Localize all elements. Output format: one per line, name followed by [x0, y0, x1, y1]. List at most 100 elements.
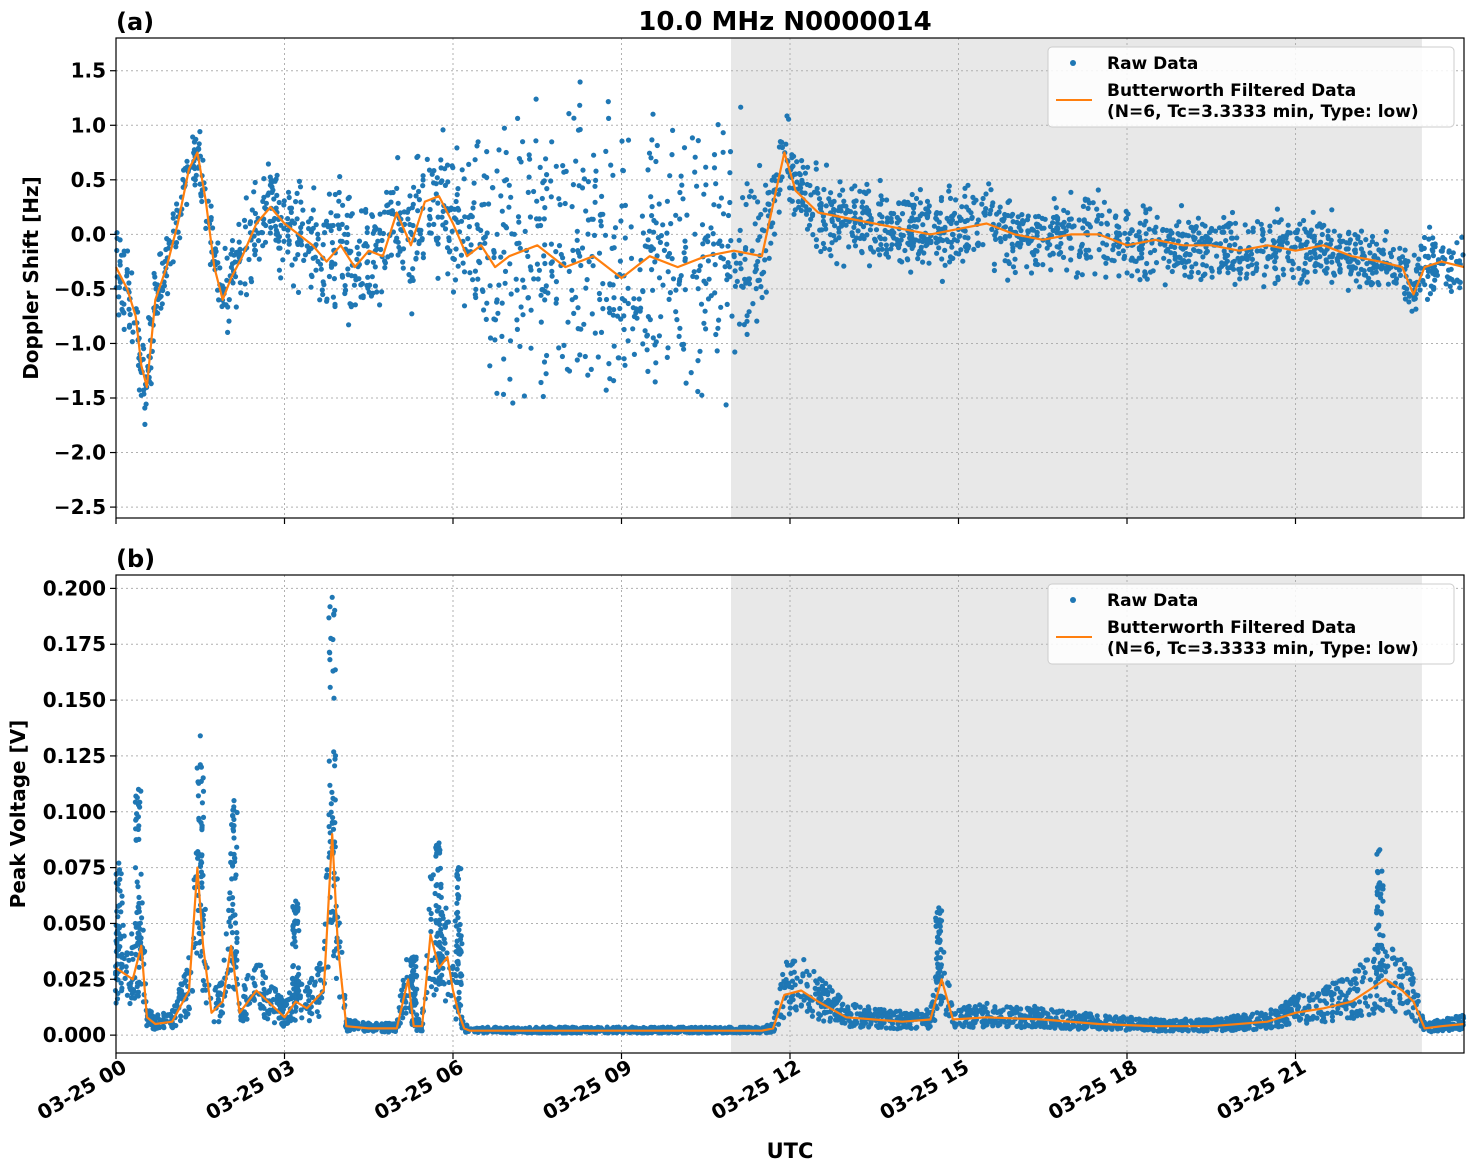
raw-data-point: [1382, 237, 1388, 243]
raw-data-point: [841, 198, 847, 204]
raw-data-point: [317, 297, 323, 303]
y-tick-label: 1.5: [71, 59, 106, 83]
raw-data-point: [936, 238, 942, 244]
raw-data-point: [538, 319, 544, 325]
raw-data-point: [1344, 976, 1350, 982]
raw-data-point: [677, 189, 683, 196]
raw-data-point: [212, 246, 218, 252]
raw-data-point: [1024, 264, 1030, 270]
raw-data-point: [1425, 255, 1431, 261]
raw-data-point: [348, 304, 354, 310]
raw-data-point: [1274, 206, 1280, 212]
raw-data-point: [1112, 214, 1118, 221]
raw-data-point: [1153, 224, 1159, 230]
raw-data-point: [173, 244, 179, 250]
raw-data-point: [962, 193, 968, 199]
raw-data-point: [217, 265, 223, 271]
raw-data-point: [1082, 196, 1088, 202]
raw-data-point: [1272, 280, 1278, 286]
raw-data-point: [696, 267, 702, 274]
raw-data-point: [1268, 1007, 1274, 1013]
raw-data-point: [1343, 246, 1349, 252]
raw-data-point: [736, 237, 742, 243]
raw-data-point: [1188, 224, 1195, 230]
raw-data-point: [1123, 216, 1129, 222]
raw-data-point: [1020, 219, 1027, 225]
raw-data-point: [158, 305, 164, 311]
raw-data-point: [1427, 224, 1433, 230]
raw-data-point: [124, 269, 130, 275]
raw-data-point: [174, 201, 180, 207]
raw-data-point: [120, 308, 126, 314]
raw-data-point: [1367, 993, 1373, 999]
raw-data-point: [553, 300, 559, 306]
raw-data-point: [1015, 214, 1021, 220]
raw-data-point: [697, 263, 703, 269]
raw-data-point: [820, 240, 827, 247]
raw-data-point: [754, 318, 760, 324]
raw-data-point: [329, 240, 335, 246]
raw-data-point: [429, 171, 435, 177]
raw-data-point: [531, 276, 537, 282]
raw-data-point: [610, 172, 616, 178]
raw-data-point: [543, 156, 549, 162]
raw-data-point: [1175, 238, 1181, 244]
raw-data-point: [1050, 214, 1057, 221]
raw-data-point: [852, 243, 859, 249]
raw-data-point: [654, 253, 660, 259]
raw-data-point: [951, 237, 958, 243]
raw-data-point: [248, 279, 255, 285]
raw-data-point: [516, 219, 522, 225]
raw-data-point: [200, 987, 206, 993]
raw-data-point: [802, 170, 809, 176]
raw-data-point: [1065, 210, 1071, 216]
raw-data-point: [506, 182, 512, 188]
raw-data-point: [427, 216, 433, 222]
raw-data-point: [365, 259, 371, 265]
raw-data-point: [665, 345, 671, 351]
raw-data-point: [669, 152, 675, 158]
raw-data-point: [397, 210, 403, 216]
raw-data-point: [1086, 247, 1092, 253]
raw-data-point: [888, 219, 895, 225]
raw-data-point: [468, 242, 474, 248]
raw-data-point: [911, 223, 917, 229]
raw-data-point: [1014, 1004, 1020, 1011]
raw-data-point: [450, 289, 457, 295]
raw-data-point: [454, 145, 460, 151]
raw-data-point: [838, 220, 845, 226]
raw-data-point: [857, 221, 864, 227]
raw-data-point: [1154, 214, 1160, 220]
raw-data-point: [1363, 237, 1369, 243]
raw-data-point: [1026, 1023, 1032, 1029]
raw-data-point: [280, 1006, 286, 1012]
raw-data-point: [242, 281, 248, 287]
raw-data-point: [827, 984, 833, 990]
raw-data-point: [342, 283, 348, 289]
raw-data-point: [713, 331, 719, 338]
raw-data-point: [129, 270, 135, 276]
raw-data-point: [351, 282, 357, 288]
raw-data-point: [1350, 264, 1356, 270]
raw-data-point: [899, 211, 906, 217]
raw-data-point: [1364, 261, 1370, 267]
raw-data-point: [1372, 1001, 1378, 1007]
raw-data-point: [441, 940, 448, 946]
raw-data-point: [649, 204, 655, 210]
raw-data-point: [549, 273, 555, 279]
raw-data-point: [261, 221, 267, 227]
raw-data-point: [1053, 205, 1059, 211]
raw-data-point: [926, 203, 932, 209]
raw-data-point: [715, 122, 721, 128]
raw-data-point: [731, 252, 737, 258]
raw-data-point: [1094, 1013, 1100, 1019]
raw-data-point: [167, 1011, 173, 1017]
raw-data-point: [377, 211, 383, 217]
raw-data-point: [1388, 254, 1395, 260]
raw-data-point: [766, 201, 772, 207]
raw-data-point: [885, 229, 891, 235]
raw-data-point: [400, 265, 406, 271]
raw-data-point: [1033, 257, 1039, 264]
raw-data-point: [1413, 1018, 1419, 1024]
raw-data-point: [1430, 235, 1436, 241]
